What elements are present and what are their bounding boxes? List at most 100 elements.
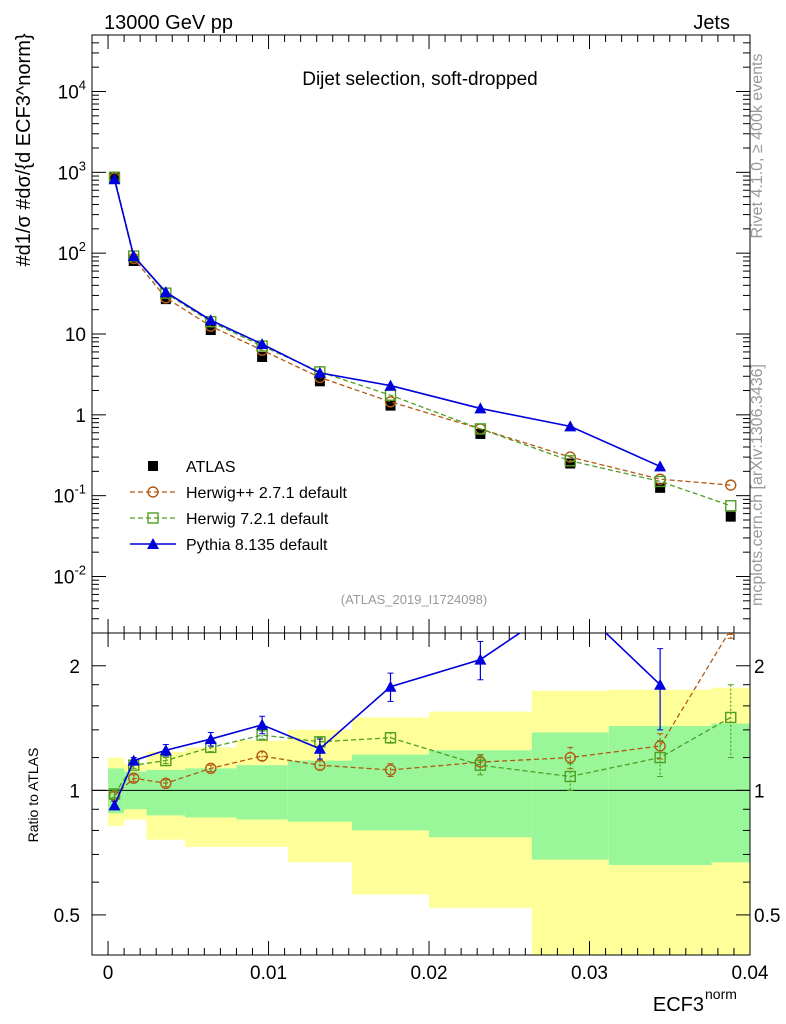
x-tick-label: 0.03 [571,963,608,984]
legend: ATLAS Herwig++ 2.7.1 default Herwig 7.2.1 … [130,459,348,554]
ratio-panel-frame [91,632,751,956]
data-point-pythia [564,420,577,432]
ratio-panel-series [108,593,737,811]
legend-label-atlas: ATLAS [186,459,236,476]
x-tick-label: 0 [103,963,114,984]
ratio-point-herwig_pp [205,762,217,775]
series-pythia [108,173,667,472]
legend-marker-pythia [147,538,159,549]
legend-marker-herwig7 [147,512,159,524]
legend-marker-herwig_pp [147,486,159,498]
green-band-bin [531,732,609,860]
x-axis-label-main: ECF3 [653,994,704,1016]
ratio-uncertainty-bands [108,687,750,955]
data-point-atlas [725,511,736,522]
ratio-point-herwig_pp [726,633,736,635]
green-band-bin [711,723,750,863]
rivet-label: Rivet 4.1.0, ≥ 400k events [749,54,766,239]
ratio-point-herwig7 [384,732,397,744]
series-line-pythia [113,179,661,468]
axis-ticks: 10-2 10-1 1 10 102 103 104 0 0.01 0.02 0.03 0.04 0.5… [53,34,780,984]
ratio-y-tick-label-right: 2 [754,657,765,678]
data-point-atlas [385,400,396,411]
green-band-bin [236,765,288,820]
x-tick-label: 0.02 [411,963,448,984]
x-tick-label: 0.01 [250,963,287,984]
category-label: Jets [693,12,730,34]
ratio-point-pythia [313,742,326,754]
data-point-pythia [474,402,487,414]
ratio-point-pythia [256,718,269,730]
y-tick-label: 10-2 [53,562,86,588]
series-herwig_pp [108,172,737,491]
data-point-pythia [256,338,269,350]
ratio-point-herwig7 [654,751,666,764]
ratio-series-pythia [108,593,667,811]
main-chart-title: Dijet selection, soft-dropped [302,69,538,90]
ratio-y-tick-label-left: 1 [69,781,80,802]
y-tick-label: 10 [65,325,86,346]
green-band-bin [146,769,186,816]
y-tick-label: 102 [58,239,86,265]
ratio-point-pythia [474,653,487,665]
ratio-point-pythia [159,744,172,756]
legend-marker-atlas [148,461,158,471]
ratio-y-tick-label-right: 0.5 [754,906,780,927]
ratio-point-herwig_pp [564,751,576,764]
x-axis-label-superscript: norm [705,986,737,1002]
data-point-herwig7 [654,475,666,488]
green-band-bin [351,754,430,831]
legend-label-herwig7: Herwig 7.2.1 default [186,511,329,528]
data-point-atlas [314,376,325,387]
ratio-point-herwig_pp [384,764,397,776]
ratio-point-herwig_pp [160,777,172,789]
main-panel-series [108,171,737,522]
ratio-point-pythia [654,678,667,690]
ratio-point-herwig7 [474,759,487,771]
data-point-atlas [257,351,268,362]
ratio-point-pythia [108,799,121,811]
data-point-pythia [204,314,217,326]
ratio-point-herwig_pp [256,750,268,762]
x-axis-label: ECF3 [653,994,704,1016]
data-point-herwig_pp [725,479,737,491]
ratio-point-herwig7 [564,770,576,783]
data-point-atlas [655,482,666,493]
ratio-point-pythia [564,593,576,604]
ratio-point-pythia [204,733,217,745]
data-point-herwig7 [564,455,576,467]
data-point-pythia [159,286,172,298]
legend-label-herwig_pp: Herwig++ 2.7.1 default [186,485,348,502]
data-point-atlas [205,325,216,336]
y-tick-label: 104 [58,78,86,104]
data-point-pythia [313,366,326,378]
data-point-herwig7 [474,423,487,435]
ratio-point-herwig_pp [128,772,140,784]
data-point-pythia [654,460,667,472]
data-point-pythia [127,250,140,262]
ratio-y-tick-label-left: 2 [69,657,80,678]
legend-label-pythia: Pythia 8.135 default [186,537,328,554]
y-tick-label: 10-1 [53,482,86,508]
data-point-pythia [108,173,121,185]
data-point-herwig7 [725,500,737,512]
ratio-y-tick-label-left: 0.5 [54,906,80,927]
main-y-axis-label: #d1/σ #dσ/{d ECF3^norm} [13,33,35,266]
y-tick-label: 103 [58,158,86,184]
data-point-herwig_pp [384,396,397,408]
energy-label: 13000 GeV pp [104,12,233,34]
x-tick-label: 0.04 [732,963,769,984]
green-band-bin [185,768,237,818]
ratio-line-pythia [113,633,661,806]
data-point-atlas [565,458,576,469]
ratio-point-herwig7 [725,711,737,724]
ratio-point-pythia [384,680,397,692]
ratio-y-tick-label-right: 1 [754,781,765,802]
ratio-y-axis-label: Ratio to ATLAS [25,748,41,843]
y-tick-label: 1 [75,406,86,427]
analysis-label: (ATLAS_2019_I1724098) [341,592,487,607]
ratio-point-pythia [127,754,140,766]
data-point-atlas [160,294,171,305]
ratio-point-herwig_pp [314,759,326,771]
